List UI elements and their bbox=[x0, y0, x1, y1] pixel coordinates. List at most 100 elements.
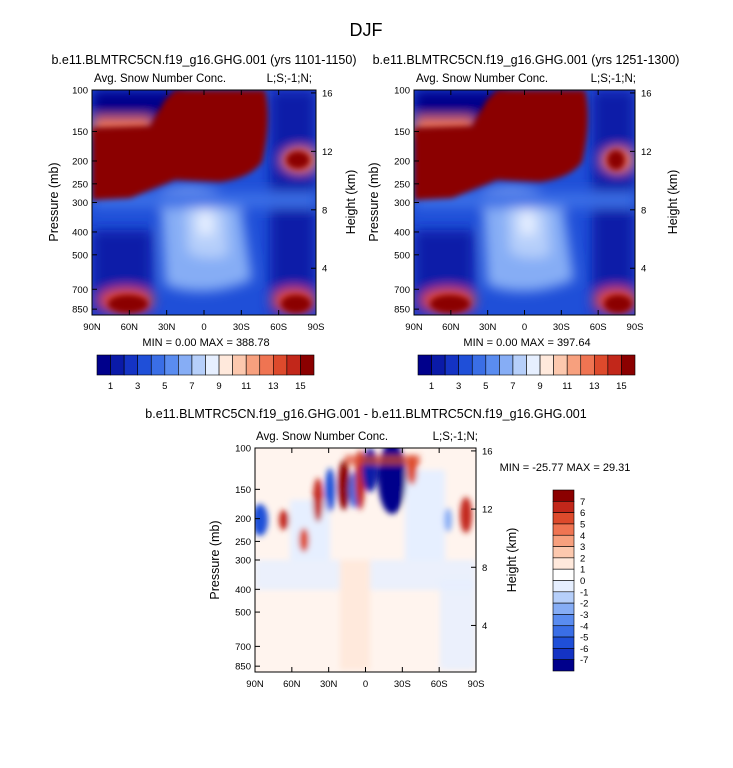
x-tick-label: 0 bbox=[201, 322, 206, 333]
panel-2-heatmap-field bbox=[414, 90, 635, 315]
colorbar-box bbox=[417, 354, 432, 376]
y-right-tick-label: 16 bbox=[482, 446, 493, 457]
x-tick-label: 90S bbox=[627, 322, 644, 333]
colorbar-label: 7 bbox=[580, 497, 585, 508]
y-tick-label: 200 bbox=[72, 156, 88, 167]
panel-1-stats: MIN = 0.00 MAX = 388.78 bbox=[142, 337, 269, 349]
colorbar-box bbox=[594, 354, 609, 376]
panel-2-title: b.e11.BLMTRC5CN.f19_g16.GHG.001 (yrs 125… bbox=[373, 53, 680, 67]
colorbar-box bbox=[552, 523, 575, 536]
colorbar-box bbox=[191, 354, 206, 376]
colorbar-label: -7 bbox=[580, 655, 588, 666]
field-blur-layer bbox=[92, 90, 316, 315]
panel-1-subtitle-right: L;S;-1;N; bbox=[267, 73, 312, 85]
colorbar-box bbox=[471, 354, 487, 376]
colorbar-box bbox=[552, 636, 575, 649]
colorbar-box bbox=[553, 354, 568, 376]
y-tick-label: 100 bbox=[235, 444, 251, 455]
colorbar-box bbox=[259, 354, 274, 376]
colorbar-box bbox=[512, 354, 527, 376]
colorbar-label: 13 bbox=[268, 381, 279, 392]
y-tick-label: 400 bbox=[235, 585, 251, 596]
y-tick-label: 250 bbox=[72, 179, 88, 190]
colorbar-label: -6 bbox=[580, 644, 588, 655]
colorbar-box bbox=[286, 354, 301, 376]
x-tick-label: 90S bbox=[308, 322, 325, 333]
x-tick-label: 30S bbox=[394, 679, 411, 690]
colorbar-box bbox=[164, 354, 179, 376]
y-tick-label: 250 bbox=[394, 179, 410, 190]
y-tick-label: 250 bbox=[235, 537, 251, 548]
y-tick-label: 400 bbox=[394, 227, 410, 238]
panel-2-subtitle-right: L;S;-1;N; bbox=[591, 73, 636, 85]
colorbar-label: 1 bbox=[108, 381, 113, 392]
colorbar-label: -4 bbox=[580, 621, 588, 632]
y-right-tick-label: 16 bbox=[322, 88, 333, 99]
x-tick-label: 60N bbox=[283, 679, 301, 690]
panel-2-ylabel-right: Height (km) bbox=[666, 170, 680, 235]
panel-1-subtitle-left: Avg. Snow Number Conc. bbox=[94, 73, 226, 85]
y-right-tick-label: 8 bbox=[482, 563, 487, 574]
x-tick-label: 60N bbox=[442, 322, 460, 333]
colorbar-label: -2 bbox=[580, 599, 588, 610]
colorbar-box bbox=[552, 546, 575, 559]
colorbar-label: 13 bbox=[589, 381, 600, 392]
colorbar-box bbox=[552, 659, 575, 672]
y-tick-label: 500 bbox=[72, 250, 88, 261]
y-tick-label: 100 bbox=[394, 86, 410, 97]
panel-3-title: b.e11.BLMTRC5CN.f19_g16.GHG.001 - b.e11.… bbox=[145, 407, 586, 421]
panel-1-axes: 90N 60N 30N 0 30S 60S 90S 100 150 200 250 300 400 500… bbox=[72, 86, 332, 334]
x-tick-label: 90N bbox=[405, 322, 423, 333]
y-right-tick-label: 16 bbox=[641, 88, 652, 99]
x-tick-label: 90S bbox=[468, 679, 485, 690]
colorbar-box bbox=[205, 354, 220, 376]
panel-2: b.e11.BLMTRC5CN.f19_g16.GHG.001 (yrs 125… bbox=[367, 53, 680, 392]
colorbar-box bbox=[96, 354, 111, 376]
y-right-tick-label: 8 bbox=[322, 205, 327, 216]
y-tick-label: 400 bbox=[72, 227, 88, 238]
x-tick-label: 0 bbox=[363, 679, 368, 690]
y-tick-label: 700 bbox=[235, 642, 251, 653]
colorbar-label: 5 bbox=[483, 381, 488, 392]
y-tick-label: 200 bbox=[394, 156, 410, 167]
panel-1-ylabel-right: Height (km) bbox=[344, 170, 358, 235]
colorbar-box bbox=[552, 501, 575, 513]
y-tick-label: 300 bbox=[72, 198, 88, 209]
colorbar-box bbox=[444, 354, 459, 376]
x-tick-label: 30N bbox=[158, 322, 176, 333]
colorbar-label: 11 bbox=[241, 381, 251, 392]
panel-1: b.e11.BLMTRC5CN.f19_g16.GHG.001 (yrs 110… bbox=[47, 53, 358, 392]
x-tick-label: 60N bbox=[121, 322, 139, 333]
y-tick-label: 150 bbox=[394, 127, 410, 138]
colorbar-label: 0 bbox=[580, 576, 585, 587]
colorbar-box bbox=[150, 354, 166, 376]
y-tick-label: 100 bbox=[72, 86, 88, 97]
panel-3-ylabel-right: Height (km) bbox=[505, 528, 519, 593]
colorbar-label: 9 bbox=[216, 381, 221, 392]
colorbar-label: -5 bbox=[580, 633, 588, 644]
x-tick-label: 30S bbox=[553, 322, 570, 333]
colorbar-label: -3 bbox=[580, 610, 588, 621]
colorbar-box bbox=[566, 354, 582, 376]
y-right-tick-label: 12 bbox=[641, 147, 652, 158]
panel-3-heatmap-field bbox=[255, 448, 476, 672]
panel-1-title: b.e11.BLMTRC5CN.f19_g16.GHG.001 (yrs 110… bbox=[51, 53, 356, 67]
colorbar-box bbox=[621, 354, 636, 376]
y-tick-label: 300 bbox=[235, 556, 251, 567]
colorbar-box bbox=[552, 602, 575, 615]
colorbar-box bbox=[552, 557, 575, 570]
x-tick-label: 30N bbox=[479, 322, 497, 333]
panel-2-colorbar: 1 3 5 7 9 11 13 15 bbox=[417, 354, 636, 392]
colorbar-box bbox=[300, 354, 315, 376]
colorbar-box bbox=[580, 354, 595, 376]
colorbar-label: 11 bbox=[562, 381, 572, 392]
x-tick-label: 30S bbox=[233, 322, 250, 333]
colorbar-label: 15 bbox=[616, 381, 627, 392]
y-right-tick-label: 8 bbox=[641, 205, 646, 216]
colorbar-label: 3 bbox=[456, 381, 461, 392]
colorbar-box bbox=[552, 614, 575, 627]
y-tick-label: 500 bbox=[394, 250, 410, 261]
panel-2-subtitle-left: Avg. Snow Number Conc. bbox=[416, 73, 548, 85]
y-right-tick-label: 12 bbox=[482, 505, 493, 516]
